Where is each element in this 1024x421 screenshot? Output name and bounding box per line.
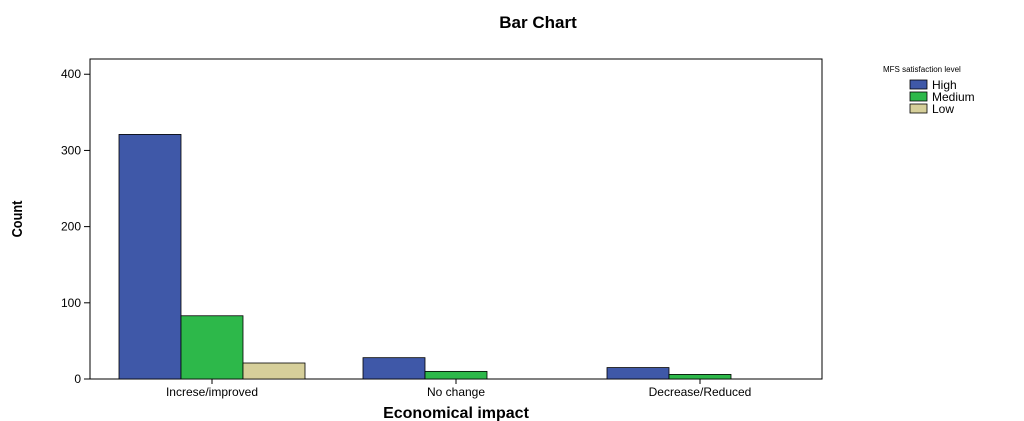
x-tick-label: No change	[427, 385, 485, 399]
legend-label-low: Low	[932, 102, 954, 116]
legend-swatch-medium	[909, 91, 928, 102]
bar-low-0	[242, 362, 306, 380]
y-tick-label: 400	[61, 67, 81, 81]
bar-high-1	[362, 357, 426, 380]
x-tick-label: Increse/improved	[166, 385, 258, 399]
bar-medium-0	[180, 315, 244, 380]
chart-title: Bar Chart	[499, 13, 577, 32]
y-tick-label: 200	[61, 220, 81, 234]
x-axis-title: Economical impact	[383, 405, 529, 421]
y-axis-title: Count	[8, 200, 25, 237]
legend-title: MFS satisfaction level	[883, 65, 961, 74]
bar-medium-1	[424, 370, 488, 380]
legend-label-medium: Medium	[932, 90, 975, 104]
y-tick-label: 300	[61, 143, 81, 157]
bars-group	[118, 134, 732, 380]
y-axis: 0 100 200 300 400	[61, 67, 90, 386]
x-tick-label: Decrease/Reduced	[649, 385, 752, 399]
legend-swatch-low	[909, 103, 928, 114]
bar-high-2	[606, 367, 670, 380]
y-tick-label: 0	[74, 372, 81, 386]
y-tick-label: 100	[61, 296, 81, 310]
legend-swatch-high	[909, 79, 928, 90]
legend-label-high: High	[932, 78, 957, 92]
x-axis: Increse/improved No change Decrease/Reduce…	[166, 379, 751, 399]
bar-high-0	[118, 134, 182, 380]
bar-medium-2	[668, 374, 732, 380]
